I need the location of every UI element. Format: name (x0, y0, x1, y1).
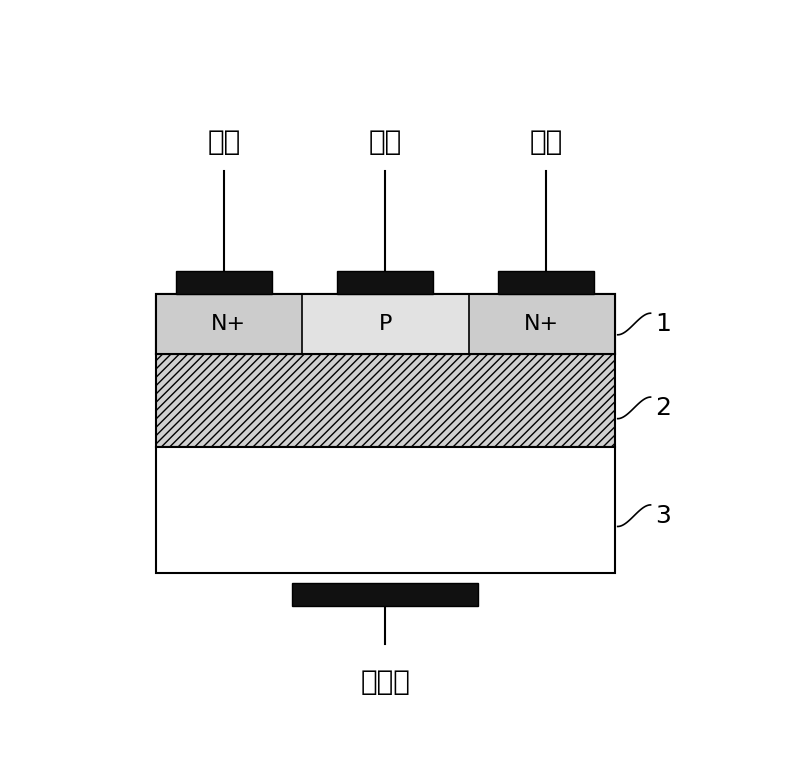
Bar (176, 272, 272, 294)
Text: N+: N+ (524, 314, 559, 334)
Bar (156, 294, 614, 354)
Bar (156, 354, 614, 447)
Bar (156, 294, 302, 354)
Bar (337, 272, 434, 294)
Bar (156, 294, 614, 354)
Bar (302, 294, 469, 354)
Text: N+: N+ (211, 314, 246, 334)
Text: 源极: 源极 (207, 128, 241, 156)
Bar (498, 272, 594, 294)
Text: 1: 1 (655, 312, 670, 336)
Text: P: P (378, 314, 392, 334)
Text: 2: 2 (655, 396, 671, 420)
Text: 背栅极: 背栅极 (360, 668, 410, 696)
Text: 漏极: 漏极 (530, 128, 563, 156)
Bar (156, 447, 614, 573)
Text: 栅极: 栅极 (369, 128, 402, 156)
Text: 3: 3 (655, 503, 670, 527)
Bar (469, 294, 614, 354)
Bar (292, 583, 478, 605)
